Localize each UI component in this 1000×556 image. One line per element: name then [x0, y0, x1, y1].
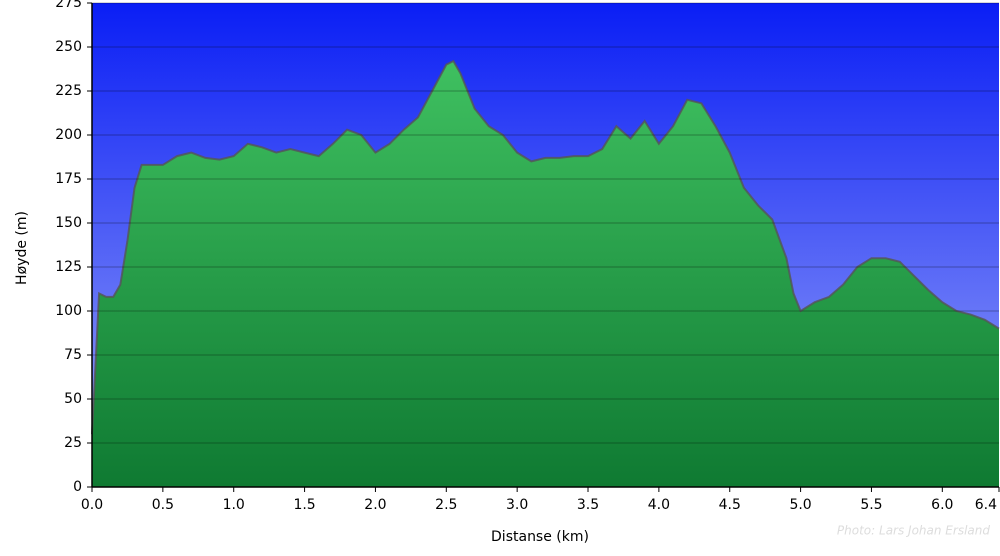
- x-tick-label: 2.5: [435, 497, 457, 513]
- y-tick-label: 275: [55, 0, 82, 11]
- y-tick-label: 50: [64, 391, 82, 407]
- x-tick-label: 6.0: [931, 497, 953, 513]
- watermark: Photo: Lars Johan Ersland: [837, 524, 990, 538]
- x-tick-label: 6.4: [975, 497, 997, 513]
- x-tick-label: 1.5: [293, 497, 315, 513]
- x-tick-label: 1.0: [223, 497, 245, 513]
- x-tick-label: 4.5: [719, 497, 741, 513]
- elevation-area: [92, 61, 999, 487]
- y-tick-label: 175: [55, 171, 82, 187]
- y-tick-label: 225: [55, 83, 82, 99]
- x-tick-label: 2.0: [364, 497, 386, 513]
- y-tick-label: 250: [55, 39, 82, 55]
- y-tick-label: 125: [55, 259, 82, 275]
- x-tick-label: 5.0: [789, 497, 811, 513]
- y-tick-label: 200: [55, 127, 82, 143]
- x-tick-label: 0.0: [81, 497, 103, 513]
- y-tick-label: 0: [73, 479, 82, 495]
- y-axis-label: Høyde (m): [14, 211, 30, 285]
- x-tick-label: 3.5: [577, 497, 599, 513]
- y-tick-label: 150: [55, 215, 82, 231]
- x-tick-label: 3.0: [506, 497, 528, 513]
- x-axis-label: Distanse (km): [491, 529, 589, 545]
- y-tick-label: 75: [64, 347, 82, 363]
- x-tick-label: 4.0: [648, 497, 670, 513]
- elevation-line: [91, 59, 1000, 435]
- y-tick-label: 100: [55, 303, 82, 319]
- x-tick-label: 5.5: [860, 497, 882, 513]
- y-tick-label: 25: [64, 435, 82, 451]
- x-tick-label: 0.5: [152, 497, 174, 513]
